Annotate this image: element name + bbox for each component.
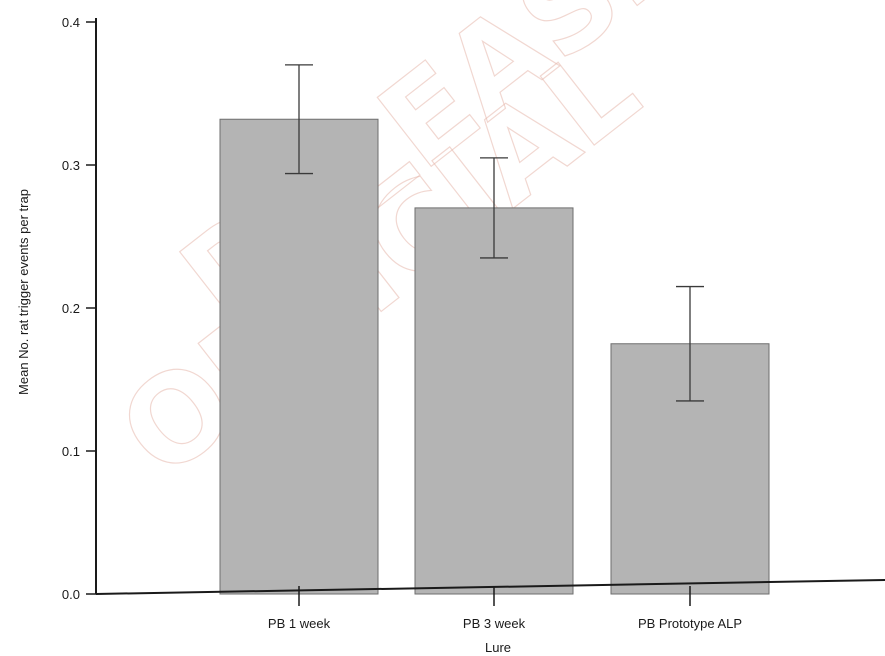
y-tick-label: 0.1 [62,444,80,459]
bar [219,118,379,595]
x-ticks-group: PB 1 week PB 3 week PB Prototype ALP [268,586,742,631]
error-bars-group [285,64,704,402]
x-tick-label: PB 3 week [463,616,526,631]
x-tick-label: PB 1 week [268,616,331,631]
bars-group [219,118,770,595]
y-ticks-group: 0.0 0.1 0.2 0.3 0.4 [62,15,96,602]
y-tick-label: 0.3 [62,158,80,173]
x-axis [95,579,885,595]
y-tick-label: 0.2 [62,301,80,316]
x-axis-title: Lure [485,640,511,655]
y-tick-label: 0.4 [62,15,80,30]
bar [414,207,574,595]
y-tick-label: 0.0 [62,587,80,602]
x-tick-label: PB Prototype ALP [638,616,742,631]
y-axis-title: Mean No. rat trigger events per trap [16,189,31,395]
